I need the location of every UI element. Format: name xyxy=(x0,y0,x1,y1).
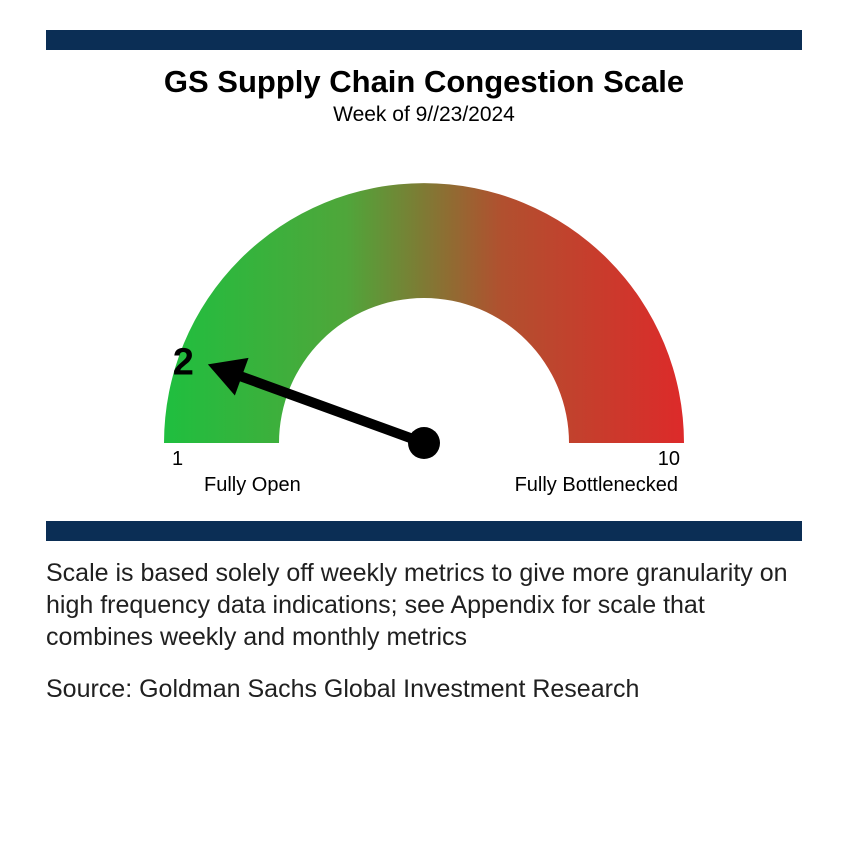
gauge-container: 2 1 10 Fully Open Fully Bottlenecked xyxy=(46,155,802,515)
gauge-min-number: 1 xyxy=(172,448,183,470)
chart-title: GS Supply Chain Congestion Scale xyxy=(46,64,802,100)
gauge-svg: 2 1 10 Fully Open Fully Bottlenecked xyxy=(74,155,774,515)
gauge-needle-hub xyxy=(408,427,440,459)
footer-source: Source: Goldman Sachs Global Investment … xyxy=(46,673,802,706)
chart-subtitle: Week of 9//23/2024 xyxy=(46,102,802,127)
gauge-value-label: 2 xyxy=(173,341,194,383)
footer-note: Scale is based solely off weekly metrics… xyxy=(46,557,802,653)
top-bar xyxy=(46,30,802,50)
bottom-bar xyxy=(46,521,802,541)
gauge-max-number: 10 xyxy=(658,448,680,470)
page-root: GS Supply Chain Congestion Scale Week of… xyxy=(0,0,848,725)
gauge-box: 2 1 10 Fully Open Fully Bottlenecked xyxy=(74,155,774,515)
gauge-arc xyxy=(164,183,684,443)
gauge-min-caption: Fully Open xyxy=(204,474,301,496)
gauge-max-caption: Fully Bottlenecked xyxy=(515,474,678,496)
